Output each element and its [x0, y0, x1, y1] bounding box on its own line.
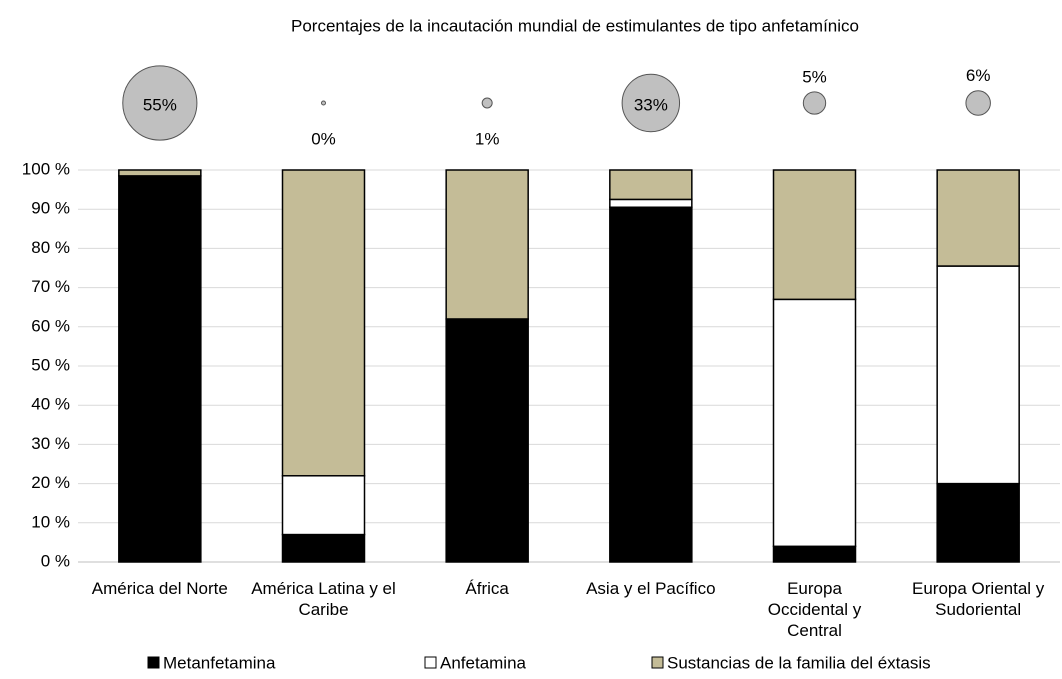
bubble	[621, 73, 681, 133]
y-tick-label: 50 %	[31, 355, 70, 374]
bar-segment	[281, 475, 366, 536]
legend-label: Sustancias de la familia del éxtasis	[667, 653, 931, 672]
bar-segment	[609, 198, 693, 208]
bar-segment	[936, 482, 1020, 563]
chart-title: Porcentajes de la incautación mundial de…	[291, 16, 859, 35]
bubble	[802, 91, 827, 115]
legend-swatch	[651, 656, 664, 669]
x-tick-label: Asia y el Pacífico	[586, 579, 716, 598]
legend-swatch	[424, 656, 437, 669]
y-tick-label: 90 %	[31, 199, 70, 218]
bar-segment	[772, 298, 857, 548]
bubble-label: 55%	[143, 95, 177, 114]
y-tick-label: 30 %	[31, 434, 70, 453]
y-tick-label: 70 %	[31, 277, 70, 296]
bar-segment	[445, 318, 529, 563]
bar-segment	[609, 169, 693, 201]
bar-segment	[936, 169, 1020, 267]
x-tick-label: Europa Occidental y Central	[767, 579, 862, 640]
bar-segment	[281, 169, 366, 477]
bar-segment	[609, 206, 693, 563]
y-tick-label: 100 %	[22, 159, 70, 178]
bar-segment	[118, 175, 202, 563]
bar-segment	[772, 169, 857, 301]
bar-segment	[445, 169, 529, 320]
bubble	[481, 97, 493, 109]
x-tick-label: América Latina y el Caribe	[251, 579, 396, 619]
y-tick-label: 60 %	[31, 316, 70, 335]
y-tick-label: 40 %	[31, 395, 70, 414]
legend-swatch	[147, 656, 160, 669]
x-tick-label: América del Norte	[91, 579, 228, 598]
bubble	[122, 65, 198, 141]
y-tick-label: 0 %	[41, 551, 70, 570]
y-tick-label: 80 %	[31, 238, 70, 257]
y-tick-label: 10 %	[31, 512, 70, 531]
bubble-label: 1%	[475, 129, 500, 148]
bubble-label: 33%	[634, 95, 668, 114]
x-tick-label: Europa Oriental y Sudoriental	[912, 579, 1045, 619]
bar-segment	[281, 533, 366, 563]
bar-segment	[118, 169, 202, 177]
bubble	[321, 100, 326, 106]
legend-label: Anfetamina	[440, 653, 527, 672]
legend-label: Metanfetamina	[163, 653, 276, 672]
bar-segment	[936, 265, 1020, 485]
x-tick-label: África	[465, 579, 509, 598]
bar-segment	[772, 545, 857, 563]
bubble	[965, 90, 991, 116]
bubble-label: 6%	[966, 66, 991, 85]
bubble-label: 5%	[802, 67, 827, 86]
y-tick-label: 20 %	[31, 473, 70, 492]
bubble-label: 0%	[311, 129, 336, 148]
